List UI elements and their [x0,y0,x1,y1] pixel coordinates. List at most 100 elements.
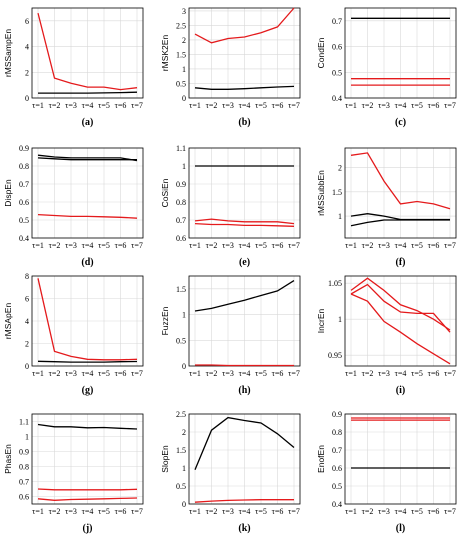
series-line [194,7,295,44]
x-tick-label: τ=4 [395,101,407,110]
series-line [350,219,450,227]
series-line [194,280,295,312]
series-line [350,277,451,331]
x-tick-label: τ=6 [272,369,284,378]
x-tick-label: τ=4 [82,101,94,110]
x-tick-label: τ=1 [32,241,44,250]
y-tick-label: 0.5 [332,68,342,77]
y-tick-label: 1 [182,464,186,473]
y-tick-label: 1.5 [176,285,186,294]
series-line [350,293,451,365]
panel-caption: (b) [238,117,250,128]
y-tick-label: 1.1 [176,144,186,153]
x-tick-label: τ=1 [189,101,201,110]
y-axis-label: CondEn [316,37,326,68]
x-tick-label: τ=6 [428,101,440,110]
chart-panel: 0.4 0.5 0.6 0.7 τ=1 τ=2 τ=3 τ=4 τ=5 τ=6 τ=7 CondEn (… [316,7,457,128]
axes-frame [31,275,144,367]
y-tick-label: 0.5 [332,482,342,491]
y-tick-label: 4 [25,43,29,52]
x-tick-label: τ=3 [65,507,77,516]
x-tick-label: τ=3 [222,507,234,516]
x-tick-label: τ=3 [222,101,234,110]
x-tick-label: τ=6 [272,101,284,110]
y-tick-label: 4 [25,317,29,326]
chart-panel: 0 0.5 1 1.5 τ=1 τ=2 τ=3 τ=4 τ=5 τ=6 τ=7 FuzzEn (h) [160,275,301,396]
y-axis-label: SlopEn [160,445,170,473]
x-tick-label: τ=5 [255,507,267,516]
y-axis-label: IncrEn [316,308,326,333]
x-tick-label: τ=6 [428,241,440,250]
y-tick-label: 6 [25,17,29,26]
x-tick-label: τ=7 [131,507,143,516]
x-tick-label: τ=1 [32,507,44,516]
x-tick-label: τ=5 [411,507,423,516]
y-tick-label: 0.9 [332,410,342,419]
y-tick-label: 1 [338,315,342,324]
x-tick-label: τ=4 [239,101,251,110]
panel-caption: (i) [396,385,405,396]
x-tick-label: τ=5 [255,369,267,378]
panel-caption: (a) [82,117,94,128]
x-tick-label: τ=5 [255,241,267,250]
y-axis-label: EnofEn [316,445,326,473]
x-tick-label: τ=5 [98,101,110,110]
x-tick-label: τ=3 [378,101,390,110]
y-tick-label: 0.95 [328,351,342,360]
y-tick-label: 0.5 [176,336,186,345]
y-axis-label: rMSApEn [3,303,13,340]
series-line [194,222,295,227]
x-tick-label: τ=6 [428,369,440,378]
y-tick-label: 0.7 [19,478,29,487]
x-tick-label: τ=6 [428,507,440,516]
x-tick-label: τ=7 [131,101,143,110]
y-axis-label: rMSSampEn [3,29,13,77]
x-tick-label: τ=1 [189,369,201,378]
y-tick-label: 1.1 [19,418,29,427]
series-line [194,85,295,90]
y-tick-label: 1 [338,212,342,221]
x-tick-label: τ=3 [65,101,77,110]
x-tick-label: τ=1 [189,241,201,250]
y-tick-label: 0 [25,362,29,371]
y-tick-label: 2 [182,36,186,45]
x-tick-label: τ=4 [395,507,407,516]
series-line [194,499,294,503]
panel-caption: (h) [238,385,250,396]
x-tick-label: τ=7 [288,507,300,516]
y-tick-label: 2 [338,163,342,172]
x-tick-label: τ=1 [32,369,44,378]
y-tick-label: 2.5 [176,21,186,30]
series-line [37,12,138,91]
y-tick-label: 1.05 [328,279,342,288]
x-tick-label: τ=2 [49,241,61,250]
series-line [37,497,138,501]
series-line [37,154,138,162]
chart-panel: 0.4 0.5 0.6 0.7 0.8 0.9 τ=1 τ=2 τ=3 τ=4 τ=5 τ=6 τ=7 E… [316,410,457,534]
y-tick-label: 0.6 [176,234,186,243]
y-tick-label: 0.6 [19,493,29,502]
series-line [37,488,138,491]
x-tick-label: τ=7 [444,369,456,378]
y-tick-label: 0.9 [19,144,29,153]
chart-panel: 0.95 1 1.05 τ=1 τ=2 τ=3 τ=4 τ=5 τ=6 τ=7 IncrEn (i) [316,275,457,396]
x-tick-label: τ=2 [362,507,374,516]
y-axis-label: FuzzEn [160,306,170,335]
y-tick-label: 1 [182,162,186,171]
x-tick-label: τ=4 [239,507,251,516]
axes-frame [344,147,457,239]
y-tick-label: 1 [182,311,186,320]
x-tick-label: τ=1 [345,507,357,516]
series-line [194,416,295,471]
chart-panel: 0.6 0.7 0.8 0.9 1 1.1 τ=1 τ=2 τ=3 τ=4 τ=5 τ=6 τ=7 CoS… [160,144,301,268]
y-tick-label: 1.5 [176,50,186,59]
x-tick-label: τ=2 [362,241,374,250]
y-tick-label: 0 [182,500,186,509]
x-tick-label: τ=6 [115,241,127,250]
axes-frame [31,147,144,239]
y-tick-label: 0.7 [332,446,342,455]
y-tick-label: 0.5 [176,79,186,88]
y-tick-label: 0.5 [176,482,186,491]
axes-frame [188,147,301,239]
